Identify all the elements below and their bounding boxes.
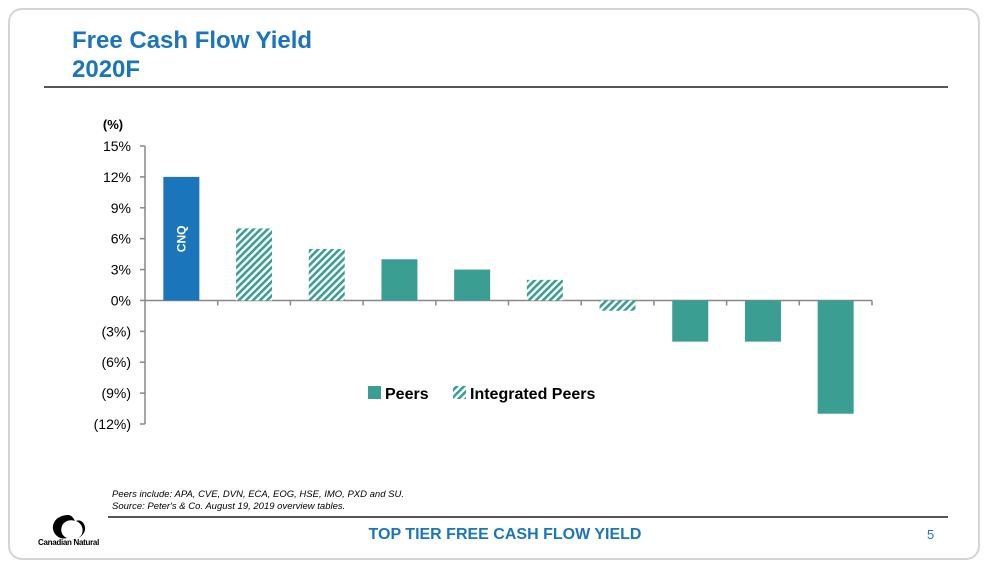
title-line-1: Free Cash Flow Yield [72, 27, 313, 54]
legend-swatch [368, 386, 381, 399]
y-tick-label: (9%) [101, 385, 131, 401]
bar [599, 300, 636, 311]
y-tick-label: 15% [103, 138, 131, 154]
bar [672, 300, 709, 342]
bar [163, 176, 200, 301]
bar [744, 300, 781, 342]
footer-tagline: TOP TIER FREE CASH FLOW YIELD [368, 526, 642, 543]
y-tick-label: 0% [111, 292, 131, 308]
y-tick-label: (3%) [101, 323, 131, 339]
slide-title: Free Cash Flow Yield 2020F [72, 26, 312, 84]
canadian-natural-logo-icon [52, 515, 86, 540]
bar [308, 248, 345, 301]
legend-label: Peers [385, 386, 429, 403]
y-tick-label: (12%) [94, 416, 131, 432]
y-axis-label: (%) [103, 117, 123, 132]
source-note: Source: Peter's & Co. August 19, 2019 ov… [112, 501, 346, 512]
bar [526, 279, 563, 301]
y-tick-label: 6% [111, 231, 131, 247]
legend-swatch [453, 386, 466, 399]
bar [236, 228, 273, 301]
peers-note: Peers include: APA, CVE, DVN, ECA, EOG, … [112, 489, 404, 500]
y-tick-label: 3% [111, 262, 131, 278]
page-number: 5 [927, 527, 935, 542]
logo-text: Canadian Natural [38, 538, 99, 547]
bar [381, 259, 418, 301]
bar [817, 300, 854, 414]
y-tick-label: (6%) [101, 354, 131, 370]
y-tick-label: 9% [111, 200, 131, 216]
footer-divider [108, 516, 948, 518]
title-line-2: 2020F [72, 56, 141, 83]
title-divider [44, 86, 948, 88]
chart-notes: Peers include: APA, CVE, DVN, ECA, EOG, … [112, 489, 404, 513]
y-tick-label: 12% [103, 169, 131, 185]
bar-label: CNQ [174, 226, 188, 253]
legend-label: Integrated Peers [470, 386, 595, 403]
bar [454, 269, 491, 301]
